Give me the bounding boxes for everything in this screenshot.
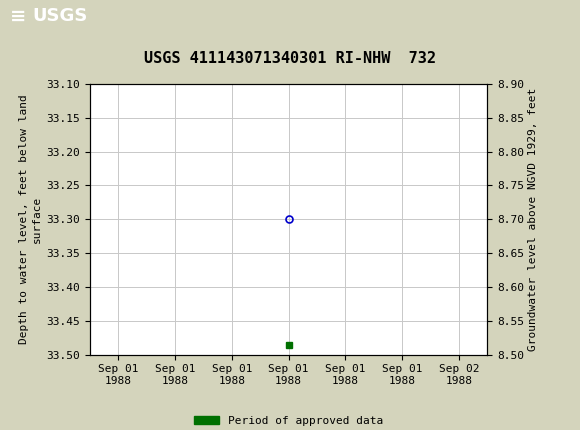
Text: USGS 411143071340301 RI-NHW  732: USGS 411143071340301 RI-NHW 732 xyxy=(144,51,436,65)
Text: ≡: ≡ xyxy=(10,6,26,25)
Legend: Period of approved data: Period of approved data xyxy=(190,412,387,430)
Y-axis label: Groundwater level above NGVD 1929, feet: Groundwater level above NGVD 1929, feet xyxy=(528,88,538,351)
Text: USGS: USGS xyxy=(32,7,87,25)
Y-axis label: Depth to water level, feet below land
surface: Depth to water level, feet below land su… xyxy=(19,95,42,344)
